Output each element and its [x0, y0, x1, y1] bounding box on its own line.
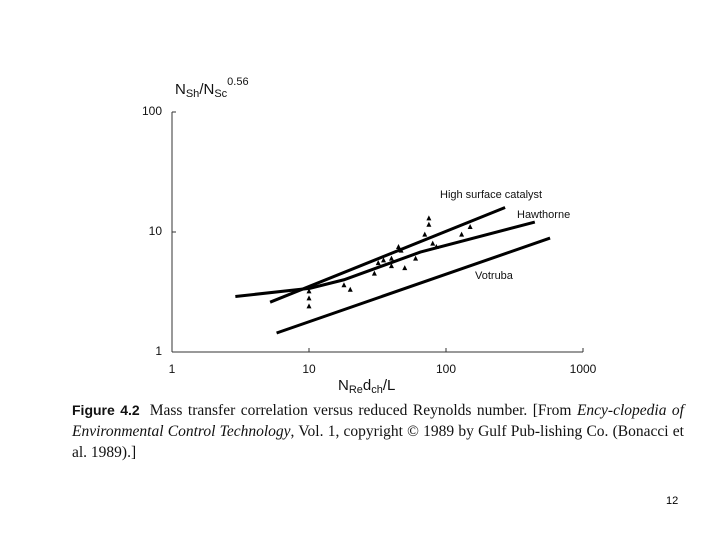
data-point [459, 231, 465, 237]
caption-text: Mass transfer correlation versus reduced… [149, 402, 577, 419]
data-point [375, 260, 381, 266]
line-label: Votruba [475, 270, 514, 282]
y-label-part: 0.56 [227, 76, 248, 88]
x-tick-label: 1 [169, 362, 176, 376]
x-axis-label: NRedch/L [338, 377, 395, 396]
line [269, 206, 506, 304]
x-label-part: /L [383, 377, 396, 394]
x-label-part: d [363, 377, 371, 394]
line-label: High surface catalyst [440, 189, 542, 201]
y-tick-label: 100 [142, 104, 162, 118]
data-point [395, 243, 401, 249]
data-point [306, 303, 312, 309]
data-point [402, 265, 408, 271]
caption-text: Ency-clopedia of Environmental Control T… [72, 402, 684, 440]
y-label-part: Sh [186, 88, 199, 100]
figure-caption: Figure 4.2 Mass transfer correlation vers… [72, 400, 684, 463]
page-number: 12 [666, 495, 679, 507]
data-point [347, 286, 353, 292]
data-point [371, 270, 377, 276]
x-label-part: Re [349, 384, 363, 396]
x-tick-label: 100 [436, 362, 456, 376]
data-point [341, 282, 347, 288]
line [276, 236, 551, 335]
y-axis-label: NSh/NSc0.56 [175, 76, 249, 100]
data-point [388, 255, 394, 261]
x-tick-label: 10 [302, 362, 316, 376]
x-label-part: ch [371, 384, 383, 396]
y-tick-label: 1 [155, 344, 162, 358]
data-point [381, 257, 387, 263]
data-point [426, 215, 432, 221]
data-point [433, 243, 439, 249]
data-point [388, 263, 394, 269]
data-point [426, 221, 432, 227]
line-label: Hawthorne [517, 209, 570, 221]
y-label-part: Sc [214, 88, 227, 100]
data-point [430, 240, 436, 246]
data-point [413, 255, 419, 261]
x-tick-label: 1000 [570, 362, 597, 376]
caption-text: , Vol. 1, copyright © 1989 by Gulf Pub-l… [72, 423, 684, 461]
data-point [467, 224, 473, 230]
line [235, 220, 536, 299]
y-tick-label: 10 [149, 224, 163, 238]
data-point [398, 247, 404, 253]
data-point [422, 231, 428, 237]
data-point [306, 288, 312, 294]
data-point [306, 295, 312, 301]
y-label-part: /N [199, 81, 214, 98]
x-label-part: N [338, 377, 349, 394]
y-label-part: N [175, 81, 186, 98]
caption-label: Figure 4.2 [72, 402, 140, 418]
